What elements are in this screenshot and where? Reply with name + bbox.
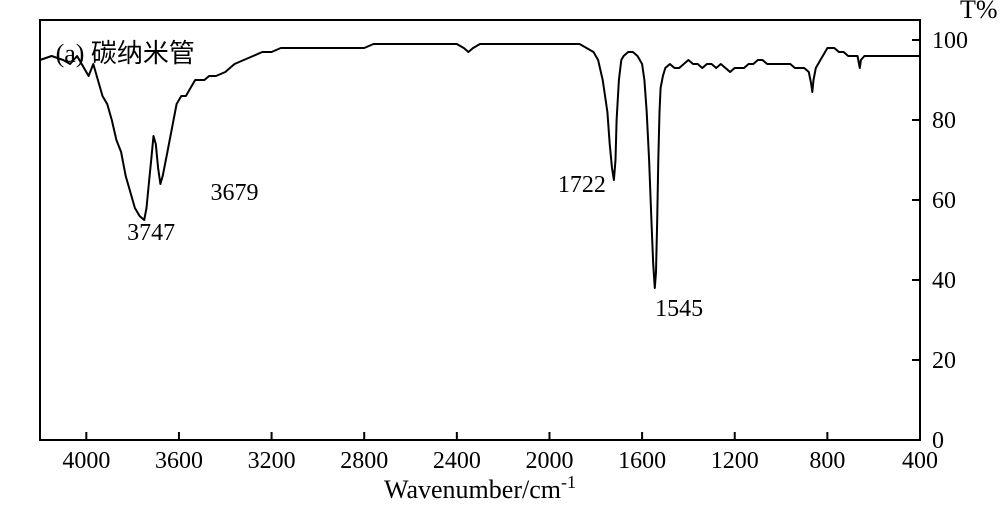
peak-label: 1722 [558, 172, 606, 198]
x-tick-label: 2400 [433, 448, 481, 474]
peak-label: 3679 [211, 180, 259, 206]
x-tick-label: 1600 [618, 448, 666, 474]
x-tick-label: 800 [809, 448, 845, 474]
ir-spectrum-chart: 40003600320028002400200016001200800400Wa… [0, 0, 1000, 507]
y-tick-label: 20 [932, 348, 956, 374]
x-axis-title: Wavenumber/cm-1 [384, 472, 576, 504]
x-tick-label: 3600 [155, 448, 203, 474]
y-tick-label: 40 [932, 268, 956, 294]
y-tick-label: 100 [932, 28, 968, 54]
y-axis-title: T% [960, 0, 998, 24]
x-tick-label: 4000 [62, 448, 110, 474]
x-tick-label: 1200 [711, 448, 759, 474]
peak-label: 1545 [655, 296, 703, 322]
x-tick-label: 2000 [525, 448, 573, 474]
y-tick-label: 60 [932, 188, 956, 214]
y-tick-label: 0 [932, 428, 944, 454]
chart-container: 40003600320028002400200016001200800400Wa… [0, 0, 1000, 507]
panel-label: (a) 碳纳米管 [56, 39, 195, 68]
spectrum-line [40, 44, 920, 288]
x-tick-label: 2800 [340, 448, 388, 474]
peak-label: 3747 [127, 220, 175, 246]
y-tick-label: 80 [932, 108, 956, 134]
x-tick-label: 3200 [248, 448, 296, 474]
